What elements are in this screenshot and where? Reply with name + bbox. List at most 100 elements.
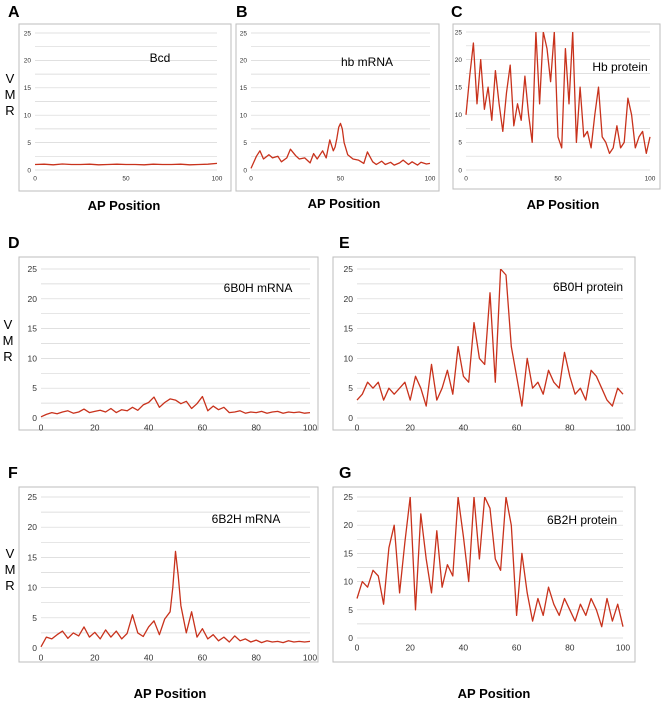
y-tick-label: 10 xyxy=(28,583,38,593)
y-tick-label: 10 xyxy=(455,112,463,119)
vmr-label-top: V M R xyxy=(5,71,16,118)
y-tick-label: 0 xyxy=(32,413,37,423)
y-tick-label: 15 xyxy=(455,84,463,91)
panel-title: 6B2H mRNA xyxy=(212,512,281,526)
y-tick-label: 20 xyxy=(344,520,354,530)
x-tick-label: 100 xyxy=(303,423,317,433)
panel-letter-c: C xyxy=(451,4,463,21)
x-tick-label: 100 xyxy=(616,643,630,653)
panel-title: 6B0H protein xyxy=(553,280,623,294)
x-axis-label-g: AP Position xyxy=(458,686,531,701)
panel-letter-a: A xyxy=(8,4,20,21)
x-tick-label: 40 xyxy=(459,643,469,653)
x-tick-label: 80 xyxy=(251,653,261,663)
y-tick-label: 20 xyxy=(28,522,38,532)
x-tick-label: 100 xyxy=(645,176,656,183)
vmr-letter: V xyxy=(6,546,15,561)
y-tick-label: 15 xyxy=(28,552,38,562)
x-axis-label-b: AP Position xyxy=(308,196,381,211)
y-tick-label: 20 xyxy=(24,58,32,65)
y-tick-label: 20 xyxy=(455,57,463,64)
y-tick-label: 20 xyxy=(28,294,38,304)
x-tick-label: 100 xyxy=(616,423,630,433)
y-tick-label: 10 xyxy=(344,353,354,363)
panel-title: Bcd xyxy=(150,51,171,65)
series-line xyxy=(356,269,624,407)
panel-title: Hb protein xyxy=(592,60,647,74)
x-tick-label: 20 xyxy=(90,653,100,663)
y-tick-label: 5 xyxy=(458,140,462,147)
series-line xyxy=(356,497,624,628)
y-tick-label: 5 xyxy=(243,140,247,147)
chart-panel-d: 0 5 10 15 20 25 0 20 40 60 80 100 6B0H mRNA xyxy=(18,256,319,433)
x-axis-label-c: AP Position xyxy=(527,197,600,212)
panel-title: 6B0H mRNA xyxy=(224,281,293,295)
chart-panel-e: 0 5 10 15 20 25 0 20 40 60 80 100 6B0H protein xyxy=(332,256,636,433)
x-tick-label: 0 xyxy=(355,423,360,433)
x-tick-label: 60 xyxy=(198,653,208,663)
x-tick-label: 50 xyxy=(554,176,562,183)
x-tick-label: 60 xyxy=(512,643,522,653)
vmr-letter: V xyxy=(4,317,13,332)
x-tick-label: 80 xyxy=(565,423,575,433)
x-tick-label: 60 xyxy=(198,423,208,433)
y-tick-label: 25 xyxy=(344,492,354,502)
x-tick-label: 100 xyxy=(212,176,223,183)
panel-letter-d: D xyxy=(8,235,20,252)
panel-title: 6B2H protein xyxy=(547,513,617,527)
x-tick-label: 40 xyxy=(459,423,469,433)
x-axis-label-a: AP Position xyxy=(88,198,161,213)
y-tick-label: 5 xyxy=(27,140,31,147)
y-tick-label: 10 xyxy=(344,577,354,587)
series-line xyxy=(250,122,431,169)
x-tick-label: 0 xyxy=(33,176,37,183)
y-tick-label: 15 xyxy=(28,324,38,334)
y-tick-label: 25 xyxy=(24,30,32,37)
vmr-letter: R xyxy=(5,578,14,593)
x-tick-label: 20 xyxy=(405,423,415,433)
x-tick-label: 0 xyxy=(355,643,360,653)
vmr-letter: M xyxy=(5,87,16,102)
plot-frame xyxy=(18,23,232,192)
y-tick-label: 0 xyxy=(348,413,353,423)
chart-panel-f: 0 5 10 15 20 25 0 20 40 60 80 100 6B2H mRNA xyxy=(18,486,319,663)
chart-panel-a: 0 5 10 15 20 25 0 50 100 Bcd xyxy=(18,23,232,192)
chart-panel-b: 0 5 10 15 20 25 0 50 100 hb mRNA xyxy=(235,23,440,192)
x-tick-label: 80 xyxy=(565,643,575,653)
x-tick-label: 40 xyxy=(144,653,154,663)
y-tick-label: 0 xyxy=(458,167,462,174)
series-line xyxy=(34,162,218,166)
chart-panel-g: 0 5 10 15 20 25 0 20 40 60 80 100 6B2H protein xyxy=(332,486,636,663)
x-tick-label: 0 xyxy=(39,653,44,663)
vmr-letter: R xyxy=(3,349,12,364)
series-line xyxy=(40,395,311,418)
y-tick-label: 25 xyxy=(240,30,248,37)
panel-title: hb mRNA xyxy=(341,55,393,69)
y-tick-label: 15 xyxy=(344,324,354,334)
y-tick-label: 25 xyxy=(28,264,38,274)
panel-letter-g: G xyxy=(339,465,351,482)
x-axis-label-f: AP Position xyxy=(134,686,207,701)
vmr-letter: V xyxy=(6,71,15,86)
y-tick-label: 25 xyxy=(344,264,354,274)
x-tick-label: 0 xyxy=(39,423,44,433)
x-tick-label: 0 xyxy=(464,176,468,183)
chart-panel-c: 0 5 10 15 20 25 0 50 100 Hb protein xyxy=(452,23,661,190)
panel-letter-f: F xyxy=(8,465,18,482)
y-tick-label: 20 xyxy=(240,58,248,65)
y-tick-label: 10 xyxy=(24,112,32,119)
x-tick-label: 0 xyxy=(249,176,253,183)
panel-letter-b: B xyxy=(236,4,248,21)
x-tick-label: 20 xyxy=(90,423,100,433)
x-tick-label: 80 xyxy=(251,423,261,433)
vmr-letter: M xyxy=(3,333,14,348)
y-tick-label: 15 xyxy=(240,85,248,92)
y-tick-label: 15 xyxy=(344,548,354,558)
y-tick-label: 0 xyxy=(243,167,247,174)
y-tick-label: 5 xyxy=(32,613,37,623)
x-tick-label: 50 xyxy=(122,176,130,183)
y-tick-label: 0 xyxy=(27,167,31,174)
y-tick-label: 5 xyxy=(348,605,353,615)
y-tick-label: 15 xyxy=(24,85,32,92)
plot-frame xyxy=(332,486,636,663)
